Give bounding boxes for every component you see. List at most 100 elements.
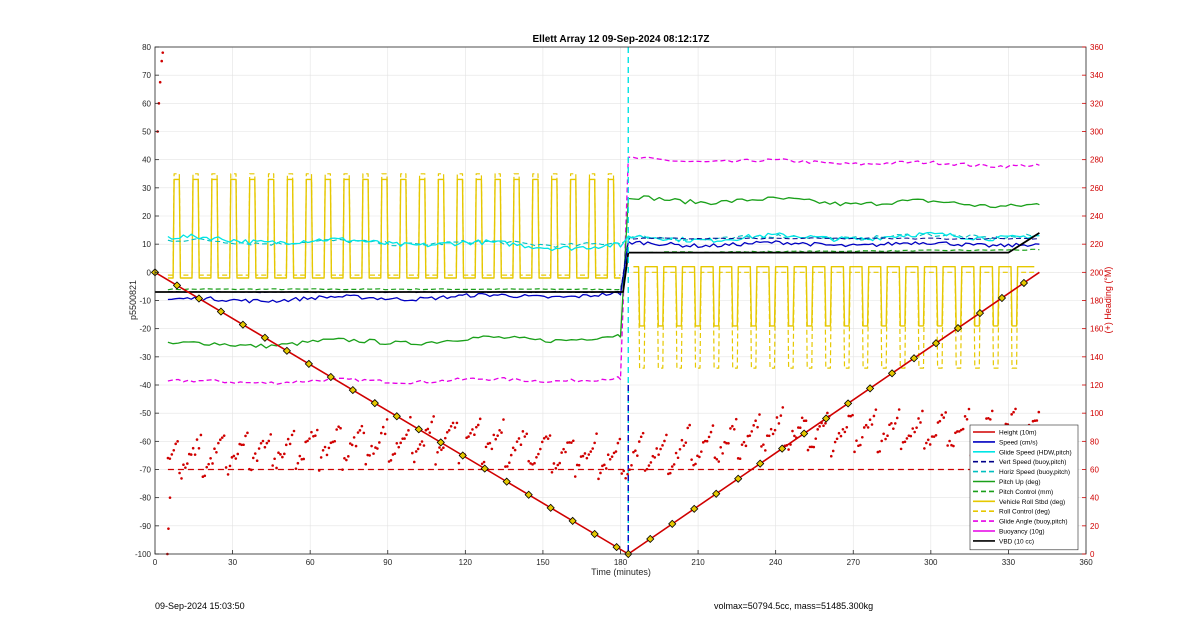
heading-point [791, 429, 794, 433]
heading-point [572, 439, 575, 443]
height-point [436, 438, 445, 447]
series-vehicle-roll [167, 178, 621, 279]
heading-point [556, 463, 560, 467]
height-point [238, 320, 248, 329]
heading-point [191, 446, 195, 450]
y-tick-label: -10 [139, 297, 151, 306]
heading-point [500, 431, 503, 434]
heading-point [864, 423, 868, 427]
heading-point [899, 447, 903, 451]
heading-point [558, 461, 562, 465]
heading-point [806, 448, 810, 452]
heading-point [263, 445, 267, 449]
heading-point [292, 429, 296, 433]
y-tick-label: 10 [142, 240, 151, 249]
heading-point [521, 430, 525, 433]
heading-point [358, 429, 362, 432]
heading-point [595, 432, 598, 435]
heading-point [670, 465, 674, 468]
height-point [843, 399, 853, 408]
heading-point [845, 425, 849, 429]
heading-point [304, 440, 307, 444]
series-speed [167, 240, 1040, 304]
heading-point [934, 434, 938, 437]
heading-point [703, 439, 707, 443]
heading-point [847, 414, 851, 418]
height-point [546, 503, 555, 512]
heading-point [888, 423, 891, 427]
y-tick-label: -40 [139, 381, 151, 390]
heading-point [614, 450, 618, 453]
heading-point [317, 469, 321, 472]
height-point [568, 516, 577, 526]
heading-point [895, 416, 899, 420]
heading-point [601, 464, 604, 468]
heading-point [383, 432, 387, 436]
heading-point [707, 435, 711, 439]
height-point [590, 529, 599, 539]
heading-point [781, 406, 785, 409]
heading-point [855, 439, 858, 442]
heading-point [622, 469, 626, 473]
height-point [370, 399, 379, 408]
heading-point [478, 417, 482, 421]
heading-point [271, 464, 274, 467]
heading-point [581, 454, 585, 458]
series-pitch-up [167, 195, 1040, 349]
heading-point [281, 455, 284, 459]
heading-point [663, 439, 666, 443]
heading-point [870, 423, 874, 426]
y-tick-label: 40 [142, 156, 151, 165]
heading-point [690, 458, 693, 461]
heading-point [286, 437, 290, 441]
heading-point [407, 429, 410, 432]
height-point [502, 477, 511, 486]
heading-point [585, 456, 589, 460]
heading-point [554, 467, 558, 470]
heading-point [952, 444, 955, 448]
heading-point [680, 438, 684, 442]
y-right-tick-label: 60 [1090, 466, 1099, 475]
heading-point [684, 441, 688, 444]
heading-point [649, 461, 653, 464]
y-tick-label: -30 [139, 353, 151, 362]
heading-point [552, 462, 556, 465]
heading-point [599, 471, 602, 475]
heading-point [428, 431, 432, 434]
heading-point [577, 463, 581, 467]
heading-point [882, 432, 885, 436]
y-tick-label: 0 [147, 268, 152, 277]
heading-point [859, 443, 862, 447]
heading-point [411, 451, 414, 455]
heading-point [253, 452, 257, 455]
series-layer [150, 47, 1041, 559]
heading-point [327, 446, 331, 450]
heading-point [296, 461, 300, 465]
heading-point [387, 460, 391, 463]
heading-point [370, 444, 373, 448]
series-glide-speed [167, 231, 1040, 252]
heading-point [659, 447, 662, 451]
heading-point [498, 428, 501, 432]
heading-point [917, 417, 920, 420]
heading-point [310, 430, 313, 434]
heading-point [319, 456, 323, 459]
heading-point [308, 437, 311, 440]
x-ticks: 0 30 60 90 120 150 180 210 240 270 300 330 360 [153, 550, 1093, 567]
heading-point [634, 449, 637, 452]
heading-point [643, 469, 647, 472]
legend-entry: Speed (cm/s) [999, 439, 1038, 446]
heading-point [570, 441, 573, 444]
y-right-tick-label: 280 [1090, 156, 1104, 165]
chart-title: Ellett Array 12 09-Sep-2024 08:12:17Z [533, 34, 710, 45]
heading-point [919, 421, 922, 424]
heading-point [612, 451, 616, 455]
heading-point [713, 456, 717, 459]
heading-point [814, 437, 818, 440]
y-tick-label: 50 [142, 128, 151, 137]
heading-point [393, 452, 397, 455]
heading-point [186, 462, 189, 465]
x-tick-label: 150 [536, 558, 550, 567]
heading-point [752, 424, 755, 427]
heading-point [661, 444, 664, 447]
